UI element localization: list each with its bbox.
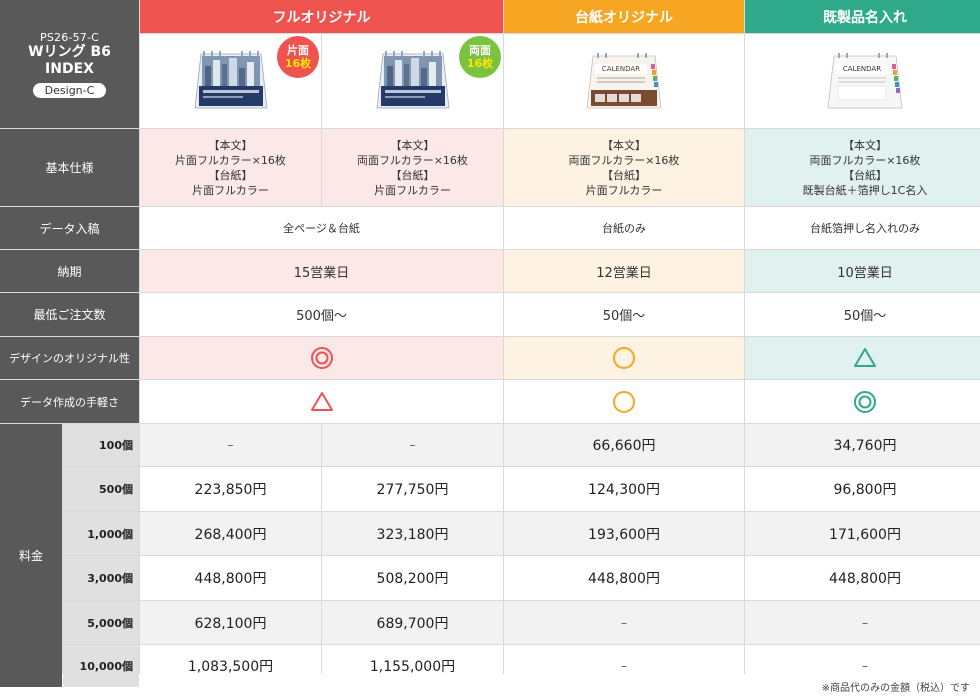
qty-label: 1,000個	[63, 512, 139, 555]
product-name-line2: INDEX	[45, 60, 94, 77]
qty-label: 10,000個	[63, 645, 139, 687]
price-full-double: 277,750円	[322, 467, 503, 511]
product-code: PS26-57-C	[39, 30, 100, 44]
min-order-full: 500個〜	[140, 293, 503, 336]
double-circle-icon	[854, 390, 876, 413]
svg-text:CALENDAR: CALENDAR	[602, 65, 640, 73]
price-name: –	[745, 601, 980, 644]
col-header-base-original: 台紙オリジナル	[504, 0, 744, 33]
price-full-double: 508,200円	[322, 556, 503, 600]
price-base: –	[504, 601, 744, 644]
ease-rating-name	[745, 380, 980, 423]
design-rating-name	[745, 337, 980, 379]
price-name: 34,760円	[745, 424, 980, 466]
spec-full-double: 【本文】 両面フルカラー×16枚 【台紙】 片面フルカラー	[322, 129, 503, 206]
product-name-line1: Wリング B6	[28, 43, 111, 60]
row-label-spec: 基本仕様	[0, 129, 139, 206]
image-cell-full-double: 両面 16枚	[322, 34, 503, 128]
svg-text:CALENDAR: CALENDAR	[843, 65, 881, 73]
triangle-icon	[310, 391, 333, 411]
badge-double-sided: 両面 16枚	[459, 36, 501, 78]
triangle-icon	[854, 348, 876, 367]
row-label-fee: 料金	[0, 424, 62, 687]
price-full-single: –	[140, 424, 321, 466]
ease-rating-full	[140, 380, 503, 423]
spec-full-single: 【本文】 片面フルカラー×16枚 【台紙】 片面フルカラー	[140, 129, 321, 206]
ease-rating-base	[504, 380, 744, 423]
price-full-single: 1,083,500円	[140, 645, 321, 687]
price-base: 66,660円	[504, 424, 744, 466]
circle-icon	[613, 390, 635, 413]
delivery-full: 15営業日	[140, 250, 503, 292]
row-label-delivery: 納期	[0, 250, 139, 292]
qty-label: 3,000個	[63, 556, 139, 600]
price-full-double: 323,180円	[322, 512, 503, 555]
price-full-single: 223,850円	[140, 467, 321, 511]
data-entry-base: 台紙のみ	[504, 207, 744, 249]
price-name: 96,800円	[745, 467, 980, 511]
price-base: –	[504, 645, 744, 687]
price-base: 124,300円	[504, 467, 744, 511]
circle-icon	[613, 347, 635, 369]
data-entry-name: 台紙箔押し名入れのみ	[745, 207, 980, 249]
price-name: –	[745, 645, 980, 687]
calendar-photo-name: CALENDAR	[827, 53, 903, 109]
qty-label: 500個	[63, 467, 139, 511]
design-rating-base	[504, 337, 744, 379]
delivery-name: 10営業日	[745, 250, 980, 292]
col-header-full-original: フルオリジナル	[140, 0, 503, 33]
price-full-single: 628,100円	[140, 601, 321, 644]
col-header-name-printing: 既製品名入れ	[745, 0, 980, 33]
price-full-single: 448,800円	[140, 556, 321, 600]
spec-name-printing: 【本文】 両面フルカラー×16枚 【台紙】 既製台紙＋箔押し1C名入	[745, 129, 980, 206]
min-order-base: 50個〜	[504, 293, 744, 336]
badge-single-sided: 片面 16枚	[277, 36, 319, 78]
qty-label: 100個	[63, 424, 139, 466]
calendar-photo-base: CALENDAR	[586, 53, 662, 109]
design-badge: Design-C	[32, 82, 107, 98]
calendar-photo-full-single	[194, 51, 267, 109]
price-full-double: 689,700円	[322, 601, 503, 644]
price-full-single: 268,400円	[140, 512, 321, 555]
double-circle-icon	[310, 347, 333, 369]
product-title-block: PS26-57-C Wリング B6 INDEX Design-C	[0, 0, 139, 128]
price-full-double: –	[322, 424, 503, 466]
data-entry-full: 全ページ＆台紙	[140, 207, 503, 249]
image-cell-name-printing: CALENDAR	[745, 34, 980, 128]
row-label-min-order: 最低ご注文数	[0, 293, 139, 336]
price-base: 193,600円	[504, 512, 744, 555]
image-cell-full-single: 片面 16枚	[140, 34, 321, 128]
qty-label: 5,000個	[63, 601, 139, 644]
price-name: 448,800円	[745, 556, 980, 600]
spec-base-original: 【本文】 両面フルカラー×16枚 【台紙】 片面フルカラー	[504, 129, 744, 206]
image-cell-base-original: CALENDAR	[504, 34, 744, 128]
row-label-design-originality: デザインのオリジナル性	[0, 337, 139, 379]
min-order-name: 50個〜	[745, 293, 980, 336]
tax-note: ※商品代のみの金額（税込）です	[821, 683, 970, 694]
row-label-data-entry: データ入稿	[0, 207, 139, 249]
price-full-double: 1,155,000円	[322, 645, 503, 687]
price-name: 171,600円	[745, 512, 980, 555]
design-rating-full	[140, 337, 503, 379]
calendar-photo-full-double	[376, 51, 449, 109]
price-base: 448,800円	[504, 556, 744, 600]
delivery-base: 12営業日	[504, 250, 744, 292]
row-label-ease: データ作成の手軽さ	[0, 380, 139, 423]
